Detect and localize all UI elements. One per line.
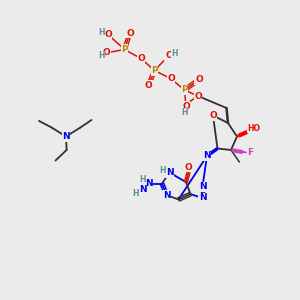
Text: P: P [151,66,158,75]
Text: O: O [209,111,217,120]
Text: O: O [182,102,190,111]
Text: O: O [137,54,145,63]
Text: O: O [103,48,110,57]
Text: H: H [98,51,105,60]
Text: H: H [98,28,105,37]
Text: H: H [132,189,139,198]
Text: P: P [181,85,188,94]
Text: N: N [145,179,152,188]
Text: H: H [160,166,166,175]
Text: O: O [167,74,175,83]
Text: O: O [195,75,203,84]
Text: N: N [62,132,70,141]
Text: N: N [139,185,146,194]
Text: HO: HO [248,124,261,133]
Text: O: O [104,30,112,39]
Text: F: F [248,148,254,157]
Text: O: O [165,51,173,60]
Text: N: N [166,168,173,177]
Text: H: H [172,50,178,58]
Text: N: N [163,190,170,200]
Text: H: H [181,108,188,117]
Text: N: N [199,182,206,191]
Text: H: H [139,176,146,184]
Text: O: O [145,81,152,90]
Text: O: O [126,28,134,38]
Text: P: P [121,45,128,54]
Text: O: O [194,92,202,100]
Text: N: N [203,152,211,160]
Text: N: N [199,194,206,202]
Text: O: O [184,163,192,172]
